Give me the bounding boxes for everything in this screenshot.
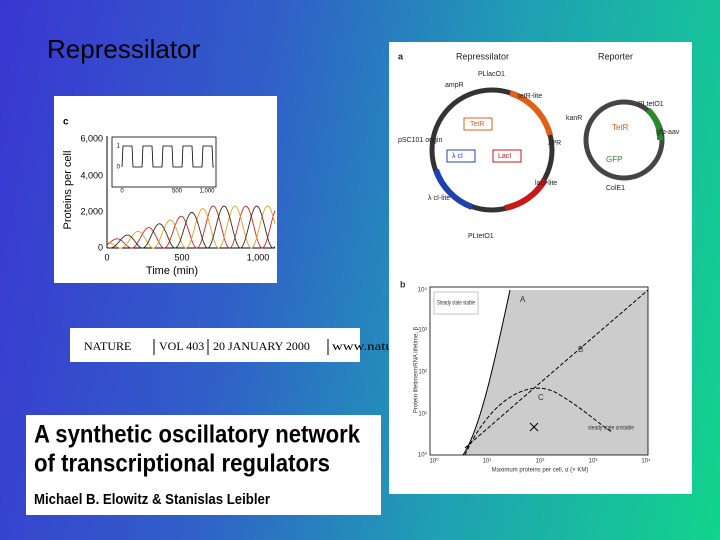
inset-tick-label: 500 [172, 189, 183, 195]
gene-label: λ cI [452, 153, 463, 160]
y-tick-label: 10⁰ [418, 452, 428, 459]
gene-segment [433, 168, 474, 210]
paper-title: A synthetic oscillatory network [34, 421, 360, 449]
y-tick-label: 10¹ [418, 412, 427, 418]
gene-label: gfp-aav [656, 129, 680, 136]
gene-label: PLtetO1 [468, 233, 494, 240]
panel-title: Repressilator [456, 51, 509, 61]
oscillation-trace [107, 205, 276, 249]
inset-tick-label: 1 [117, 144, 121, 150]
boundary-curve [464, 289, 649, 449]
gene-label: λPR [548, 140, 561, 147]
paper-title: of transcriptional regulators [34, 450, 330, 478]
x-tick-label: 10⁰ [429, 458, 439, 465]
x-tick-label: 1,000 [247, 252, 270, 262]
label-box [433, 291, 479, 315]
inset-tick-label: 0 [117, 165, 121, 171]
oscillation-traces [106, 205, 276, 249]
x-tick-label: 0 [104, 252, 109, 262]
protein-box [446, 149, 476, 163]
unstable-region [463, 290, 648, 455]
y-tick-label: 2,000 [80, 206, 103, 216]
gene-label: ampR [445, 82, 464, 89]
figure-c: c Proteins per cell Time (min) 6,000 4,00… [54, 96, 277, 283]
gene-label: λ cI-lite [428, 195, 450, 202]
oscillation-trace [106, 205, 276, 249]
y-axis-label: Protein lifetime/mRNA lifetime, β [414, 326, 420, 413]
boundary-curve [464, 387, 613, 456]
citation-journal: NATURE [84, 339, 131, 353]
x-axis-label: Maximum proteins per cell, α (× KM) [492, 468, 589, 474]
region-label: steady state unstable [588, 426, 635, 432]
figure-b: b Steady state stable steady state unsta… [400, 279, 651, 473]
citation-date: 20 JANUARY 2000 [213, 339, 310, 353]
y-tick-label: 10³ [418, 328, 427, 334]
region-letter: C [538, 393, 544, 402]
gene-label: ColE1 [606, 185, 625, 192]
inset-tick-label: 0 [120, 189, 124, 195]
x-axis-label: Time (min) [146, 265, 198, 277]
y-tick-label: 0 [98, 242, 103, 252]
region-label: Steady state stable [437, 301, 475, 307]
x-tick-label: 10¹ [483, 459, 492, 465]
y-tick-label: 10⁴ [418, 287, 428, 294]
gene-label: PLlacO1 [478, 71, 505, 78]
figure-a: a Repressilator Reporter TetR LacI λ cI … [398, 51, 680, 239]
panel-letter: c [63, 117, 69, 128]
gene-label: LacI [498, 153, 511, 160]
protein-box [492, 149, 522, 163]
marker [529, 422, 539, 432]
citation-box [70, 328, 360, 362]
inset-frame [111, 136, 217, 188]
slide-title: Repressilator [47, 34, 201, 64]
gene-label: lacI-lite [535, 180, 557, 187]
paper-authors: Michael B. Elowitz & Stanislas Leibler [34, 491, 270, 508]
citation-volume: VOL 403 [159, 339, 204, 353]
x-tick-label: 10² [536, 459, 545, 465]
panel-letter: b [400, 279, 406, 289]
plot-frame [429, 286, 649, 456]
x-tick-label: 10⁴ [641, 458, 651, 465]
region-letter: A [520, 295, 526, 304]
panel-letter: a [398, 51, 404, 61]
region-letter: B [578, 345, 583, 354]
panel-title: Reporter [598, 51, 633, 61]
inset-trace [121, 145, 214, 168]
gene-label: TetR [470, 121, 484, 128]
repressilator-plasmid [429, 87, 555, 213]
x-tick-label: 10³ [589, 459, 598, 465]
protein-box [463, 117, 493, 131]
gene-label: tetR-lite [518, 93, 542, 100]
y-tick-label: 6,000 [80, 133, 103, 143]
paper-box [26, 415, 381, 515]
inset-tick-label: 1,000 [199, 189, 215, 195]
gene-segment [509, 90, 553, 136]
gene-segment [645, 107, 664, 141]
gene-label: TetR [612, 123, 629, 132]
x-tick-label: 500 [174, 252, 189, 262]
oscillation-trace [106, 205, 276, 249]
y-tick-label: 10² [418, 370, 427, 376]
panel-background [54, 96, 277, 283]
gene-label: pSC101 origin [398, 137, 442, 144]
y-axis-label: Proteins per cell [62, 151, 74, 230]
boundary-curve [462, 289, 511, 456]
gene-segment [504, 178, 548, 211]
gene-label: PLtetO1 [638, 101, 664, 108]
y-tick-label: 4,000 [80, 170, 103, 180]
gene-label: kanR [566, 115, 582, 122]
gene-label: GFP [606, 155, 622, 164]
